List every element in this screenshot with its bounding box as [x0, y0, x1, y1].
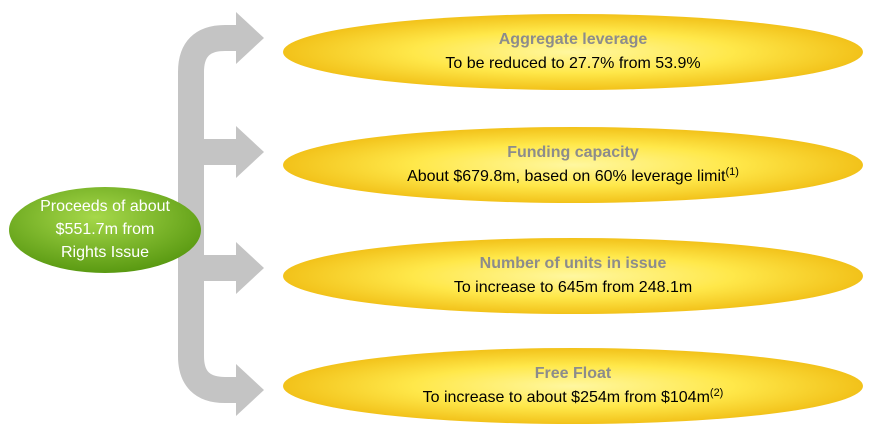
source-line: Rights Issue [61, 244, 149, 261]
arrow-shaft [178, 25, 240, 232]
source-ellipse [9, 187, 201, 273]
arrow-head [236, 126, 264, 178]
outcome-title: Funding capacity [507, 144, 639, 161]
outcome-ellipse [283, 238, 863, 314]
source-line: $551.7m from [56, 221, 155, 238]
arrow-head [236, 364, 264, 416]
arrow-head [236, 242, 264, 294]
outcome-body: To be reduced to 27.7% from 53.9% [445, 55, 700, 72]
outcome-ellipse [283, 127, 863, 203]
footnote-ref: (1) [725, 166, 738, 178]
outcome-body: To increase to 645m from 248.1m [454, 279, 692, 296]
outcome-text: About $679.8m, based on 60% leverage lim… [407, 166, 739, 185]
outcome-body: To increase to about $254m from $104m [423, 389, 710, 406]
arrow-heads [236, 12, 264, 416]
outcome-ellipse [283, 348, 863, 424]
outcome-ellipse [283, 14, 863, 90]
outcome-text: To increase to 645m from 248.1m [454, 279, 692, 296]
outcome-body: About $679.8m, based on 60% leverage lim… [407, 168, 726, 185]
arrows [178, 25, 240, 403]
outcome-text: To increase to about $254m from $104m(2) [423, 387, 724, 406]
outcome-title: Number of units in issue [480, 255, 667, 272]
outcome-title: Free Float [535, 365, 612, 382]
outcome-title: Aggregate leverage [499, 31, 648, 48]
arrow-shaft [178, 228, 240, 403]
footnote-ref: (2) [710, 387, 723, 399]
outcome-text: To be reduced to 27.7% from 53.9% [445, 55, 700, 72]
arrow-head [236, 12, 264, 64]
source-line: Proceeds of about [40, 198, 170, 215]
